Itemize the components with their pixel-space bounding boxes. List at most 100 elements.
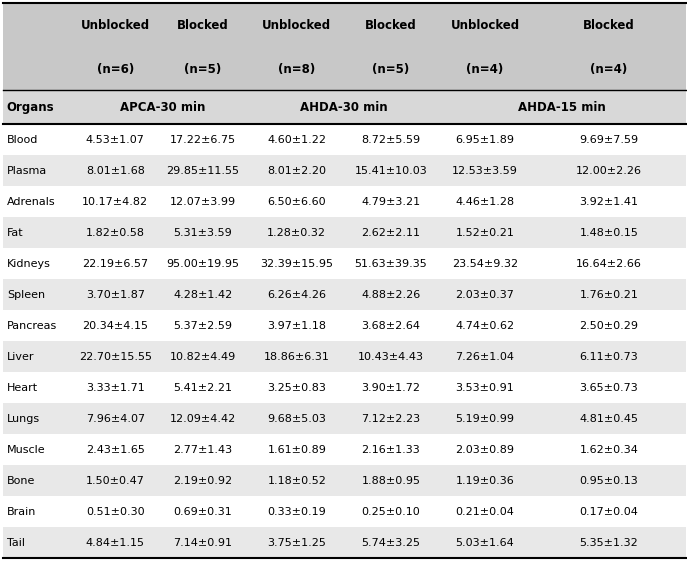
- Text: 1.88±0.95: 1.88±0.95: [361, 476, 420, 486]
- Text: 4.60±1.22: 4.60±1.22: [267, 135, 326, 145]
- Text: 4.74±0.62: 4.74±0.62: [455, 321, 515, 331]
- Text: Muscle: Muscle: [7, 445, 45, 455]
- Text: 0.25±0.10: 0.25±0.10: [361, 507, 420, 517]
- Text: 6.50±6.60: 6.50±6.60: [267, 197, 326, 207]
- Text: 2.19±0.92: 2.19±0.92: [173, 476, 232, 486]
- Text: 0.33±0.19: 0.33±0.19: [267, 507, 326, 517]
- Text: 9.68±5.03: 9.68±5.03: [267, 414, 326, 424]
- Text: Tail: Tail: [7, 537, 25, 548]
- Text: 8.01±2.20: 8.01±2.20: [267, 166, 326, 176]
- Text: 3.97±1.18: 3.97±1.18: [267, 321, 326, 331]
- Text: 95.00±19.95: 95.00±19.95: [166, 259, 239, 269]
- Text: 12.00±2.26: 12.00±2.26: [576, 166, 642, 176]
- Text: (n=4): (n=4): [590, 63, 627, 76]
- Text: 10.82±4.49: 10.82±4.49: [170, 352, 236, 362]
- Text: 7.12±2.23: 7.12±2.23: [361, 414, 420, 424]
- Text: 4.79±3.21: 4.79±3.21: [361, 197, 420, 207]
- Text: Pancreas: Pancreas: [7, 321, 57, 331]
- Text: Bone: Bone: [7, 476, 35, 486]
- Text: 1.50±0.47: 1.50±0.47: [86, 476, 145, 486]
- Text: 5.03±1.64: 5.03±1.64: [455, 537, 515, 548]
- Text: 1.48±0.15: 1.48±0.15: [579, 228, 638, 238]
- Text: Brain: Brain: [7, 507, 36, 517]
- Text: 2.77±1.43: 2.77±1.43: [173, 445, 232, 455]
- Text: APCA-30 min: APCA-30 min: [120, 101, 205, 114]
- Text: 2.03±0.89: 2.03±0.89: [455, 445, 515, 455]
- Text: 0.69±0.31: 0.69±0.31: [173, 507, 232, 517]
- Text: 3.70±1.87: 3.70±1.87: [86, 290, 145, 300]
- Text: 17.22±6.75: 17.22±6.75: [170, 135, 236, 145]
- Text: Blocked: Blocked: [177, 19, 229, 32]
- Text: 5.19±0.99: 5.19±0.99: [455, 414, 515, 424]
- Text: 3.68±2.64: 3.68±2.64: [361, 321, 420, 331]
- Text: 4.84±1.15: 4.84±1.15: [86, 537, 145, 548]
- Text: 16.64±2.66: 16.64±2.66: [576, 259, 642, 269]
- Text: Fat: Fat: [7, 228, 23, 238]
- Text: 23.54±9.32: 23.54±9.32: [452, 259, 518, 269]
- Text: 5.31±3.59: 5.31±3.59: [173, 228, 232, 238]
- Text: Blocked: Blocked: [583, 19, 635, 32]
- Text: 0.21±0.04: 0.21±0.04: [455, 507, 515, 517]
- Text: Plasma: Plasma: [7, 166, 47, 176]
- Text: 8.01±1.68: 8.01±1.68: [86, 166, 145, 176]
- Text: 4.88±2.26: 4.88±2.26: [361, 290, 420, 300]
- Text: 1.19±0.36: 1.19±0.36: [455, 476, 515, 486]
- Text: 0.95±0.13: 0.95±0.13: [580, 476, 638, 486]
- Text: 20.34±4.15: 20.34±4.15: [82, 321, 148, 331]
- Text: AHDA-30 min: AHDA-30 min: [300, 101, 387, 114]
- Text: Lungs: Lungs: [7, 414, 40, 424]
- Text: 8.72±5.59: 8.72±5.59: [361, 135, 420, 145]
- Text: 3.53±0.91: 3.53±0.91: [455, 383, 515, 393]
- Text: 2.62±2.11: 2.62±2.11: [361, 228, 420, 238]
- Text: 5.35±1.32: 5.35±1.32: [580, 537, 638, 548]
- Text: Blocked: Blocked: [365, 19, 417, 32]
- Text: 15.41±10.03: 15.41±10.03: [354, 166, 427, 176]
- Text: 0.17±0.04: 0.17±0.04: [579, 507, 638, 517]
- Text: 5.74±3.25: 5.74±3.25: [361, 537, 420, 548]
- Text: 1.18±0.52: 1.18±0.52: [267, 476, 326, 486]
- Text: (n=4): (n=4): [466, 63, 504, 76]
- Text: 12.09±4.42: 12.09±4.42: [170, 414, 236, 424]
- Text: Blood: Blood: [7, 135, 38, 145]
- Text: Adrenals: Adrenals: [7, 197, 56, 207]
- Text: 1.76±0.21: 1.76±0.21: [579, 290, 638, 300]
- Text: Unblocked: Unblocked: [451, 19, 519, 32]
- Text: Liver: Liver: [7, 352, 34, 362]
- Text: 4.46±1.28: 4.46±1.28: [455, 197, 515, 207]
- Text: 5.37±2.59: 5.37±2.59: [173, 321, 232, 331]
- Text: Unblocked: Unblocked: [262, 19, 331, 32]
- Text: 3.33±1.71: 3.33±1.71: [86, 383, 145, 393]
- Text: 2.43±1.65: 2.43±1.65: [86, 445, 145, 455]
- Text: 5.41±2.21: 5.41±2.21: [173, 383, 232, 393]
- Text: 0.51±0.30: 0.51±0.30: [86, 507, 145, 517]
- Text: 1.62±0.34: 1.62±0.34: [579, 445, 638, 455]
- Text: Spleen: Spleen: [7, 290, 45, 300]
- Text: 1.61±0.89: 1.61±0.89: [267, 445, 326, 455]
- Text: 3.65±0.73: 3.65±0.73: [580, 383, 638, 393]
- Text: 3.25±0.83: 3.25±0.83: [267, 383, 326, 393]
- Text: (n=5): (n=5): [372, 63, 409, 76]
- Text: 6.11±0.73: 6.11±0.73: [580, 352, 638, 362]
- Text: 32.39±15.95: 32.39±15.95: [260, 259, 333, 269]
- Text: 6.95±1.89: 6.95±1.89: [455, 135, 515, 145]
- Text: 2.16±1.33: 2.16±1.33: [361, 445, 420, 455]
- Text: 29.85±11.55: 29.85±11.55: [166, 166, 239, 176]
- Text: 18.86±6.31: 18.86±6.31: [264, 352, 330, 362]
- Text: 2.50±0.29: 2.50±0.29: [579, 321, 638, 331]
- Text: 51.63±39.35: 51.63±39.35: [354, 259, 427, 269]
- Text: 1.28±0.32: 1.28±0.32: [267, 228, 326, 238]
- Text: 3.90±1.72: 3.90±1.72: [361, 383, 420, 393]
- Text: 1.52±0.21: 1.52±0.21: [455, 228, 515, 238]
- Text: Unblocked: Unblocked: [81, 19, 150, 32]
- Text: 4.81±0.45: 4.81±0.45: [579, 414, 638, 424]
- Text: (n=5): (n=5): [184, 63, 221, 76]
- Text: AHDA-15 min: AHDA-15 min: [518, 101, 606, 114]
- Text: 3.75±1.25: 3.75±1.25: [267, 537, 326, 548]
- Text: 22.70±15.55: 22.70±15.55: [79, 352, 152, 362]
- Text: 1.82±0.58: 1.82±0.58: [86, 228, 145, 238]
- Text: Kidneys: Kidneys: [7, 259, 51, 269]
- Text: 4.53±1.07: 4.53±1.07: [86, 135, 145, 145]
- Text: (n=8): (n=8): [278, 63, 315, 76]
- Text: 9.69±7.59: 9.69±7.59: [579, 135, 638, 145]
- Text: 7.26±1.04: 7.26±1.04: [455, 352, 515, 362]
